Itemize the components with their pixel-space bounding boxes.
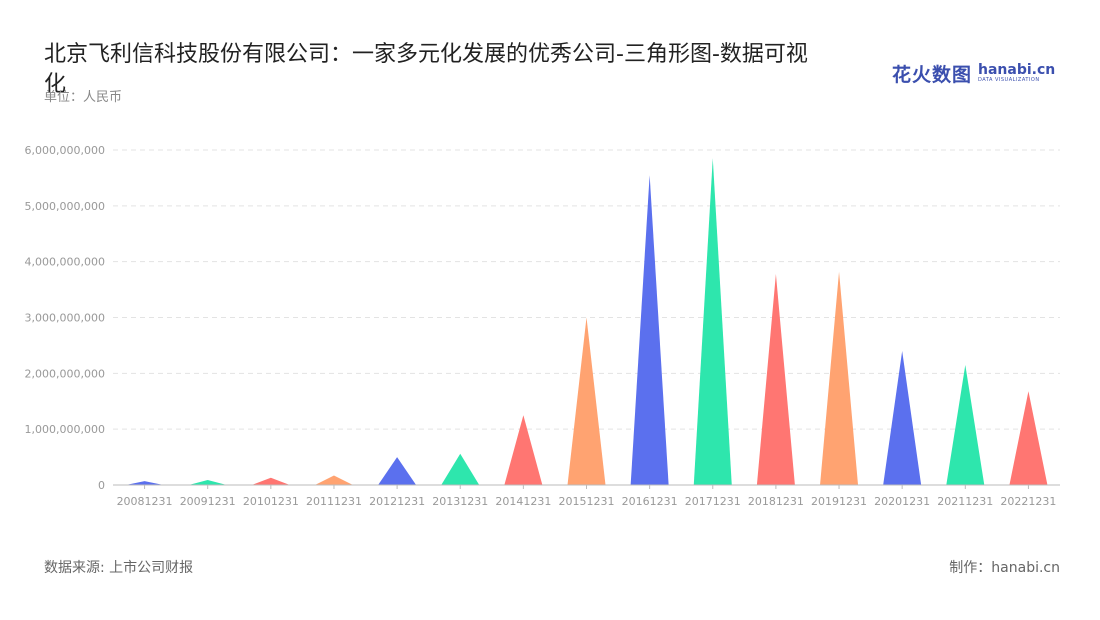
- page-title: 北京飞利信科技股份有限公司：一家多元化发展的优秀公司-三角形图-数据可视化: [44, 42, 808, 97]
- triangle-bar-20111231: [314, 475, 353, 485]
- triangle-bar-20101231: [251, 477, 290, 485]
- y-tick-label: 6,000,000,000: [25, 144, 105, 157]
- x-tick-label: 20081231: [117, 495, 173, 508]
- y-tick-label: 5,000,000,000: [25, 200, 105, 213]
- x-tick-label: 20151231: [559, 495, 615, 508]
- triangle-bar-20121231: [378, 457, 417, 485]
- grid-layer: [113, 149, 1060, 430]
- x-tick-label: 20171231: [685, 495, 741, 508]
- x-tick-label: 20221231: [1000, 495, 1056, 508]
- made-by-label: 制作：hanabi.cn: [949, 560, 1060, 576]
- unit-label: 单位：人民币: [44, 90, 123, 105]
- data-source-label: 数据来源: 上市公司财报: [44, 560, 194, 576]
- triangle-bar-20201231: [883, 351, 922, 485]
- x-tick-label: 20211231: [937, 495, 993, 508]
- triangle-bar-20191231: [820, 271, 859, 485]
- y-tick-label: 1,000,000,000: [25, 423, 105, 436]
- x-tick-label: 20181231: [748, 495, 804, 508]
- y-tick-label: 4,000,000,000: [25, 256, 105, 269]
- logo-english-text: hanabi.cn: [978, 62, 1056, 78]
- triangle-bar-20181231: [756, 273, 795, 485]
- brand-logo: 花火数图 hanabi.cn DATA VISUALIZATION: [892, 58, 1055, 88]
- x-tick-label: 20121231: [369, 495, 425, 508]
- y-tick-label: 0: [98, 479, 105, 492]
- triangle-bar-20171231: [693, 158, 732, 485]
- x-tick-label: 20131231: [432, 495, 488, 508]
- x-tick-label: 20101231: [243, 495, 299, 508]
- bars-layer: [125, 158, 1048, 485]
- x-tick-label: 20161231: [622, 495, 678, 508]
- logo-chinese-text: 花火数图: [892, 63, 973, 86]
- x-tick-label: 20201231: [874, 495, 930, 508]
- triangle-bar-20151231: [567, 317, 606, 485]
- x-tick-label: 20091231: [180, 495, 236, 508]
- y-tick-label: 2,000,000,000: [25, 367, 105, 380]
- axis-layer: 0 1,000,000,000 2,000,000,000 3,000,000,000…: [25, 144, 1060, 508]
- triangle-bar-20091231: [188, 479, 227, 485]
- logo-subtitle-text: DATA VISUALIZATION: [978, 77, 1040, 83]
- triangle-bar-20211231: [946, 364, 985, 485]
- x-tick-label: 20141231: [495, 495, 551, 508]
- x-tick-label: 20191231: [811, 495, 867, 508]
- triangle-bar-20081231: [125, 481, 164, 485]
- triangle-bar-20161231: [630, 175, 669, 485]
- x-tick-label: 20111231: [306, 495, 362, 508]
- triangle-bar-20131231: [441, 453, 480, 485]
- y-tick-label: 3,000,000,000: [25, 312, 105, 325]
- triangle-bar-20221231: [1009, 391, 1048, 485]
- triangle-bar-20141231: [504, 415, 543, 485]
